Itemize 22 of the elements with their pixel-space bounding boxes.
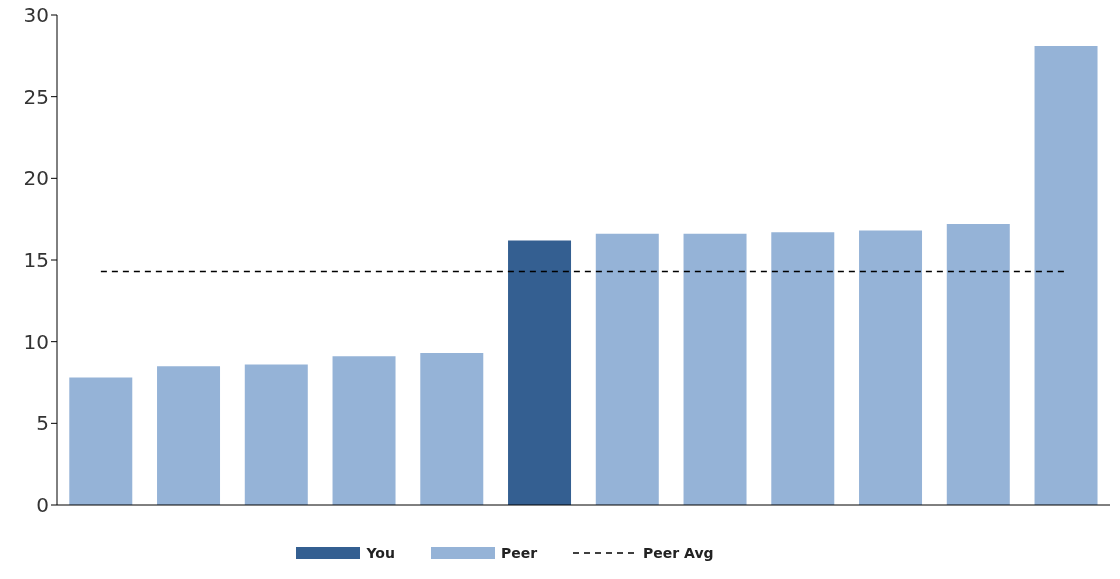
legend-label: Peer bbox=[499, 545, 538, 561]
legend-label: Peer Avg bbox=[642, 545, 714, 561]
bar bbox=[332, 356, 396, 505]
y-tick-label: 25 bbox=[23, 84, 49, 109]
bar bbox=[595, 233, 659, 505]
bar bbox=[1034, 46, 1098, 505]
bar bbox=[420, 353, 484, 505]
y-tick-label: 5 bbox=[36, 411, 49, 436]
bar bbox=[508, 240, 572, 505]
y-tick-label: 30 bbox=[23, 3, 49, 28]
y-tick-label: 10 bbox=[23, 329, 49, 354]
y-tick-label: 15 bbox=[23, 248, 49, 273]
bar bbox=[859, 230, 923, 505]
bar bbox=[244, 364, 308, 505]
y-tick-label: 0 bbox=[36, 493, 49, 518]
bar bbox=[157, 366, 221, 505]
legend-label: You bbox=[365, 545, 395, 561]
bar bbox=[771, 232, 835, 505]
bar bbox=[946, 224, 1010, 505]
y-tick-label: 20 bbox=[23, 166, 49, 191]
bar bbox=[683, 233, 747, 505]
bar bbox=[69, 377, 133, 505]
